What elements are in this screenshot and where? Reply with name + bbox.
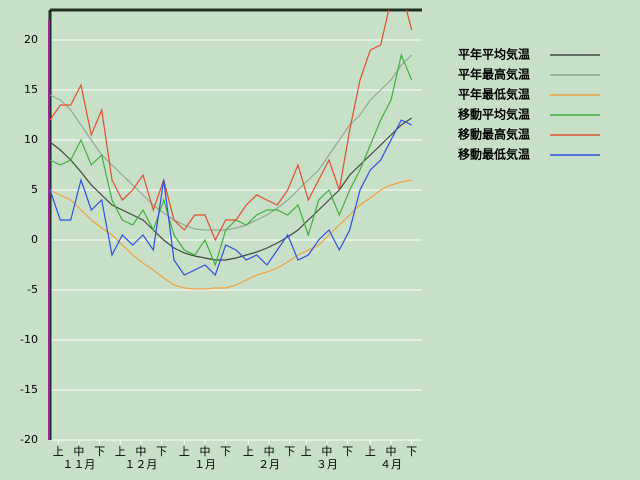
series-line — [50, 53, 413, 267]
legend-label: 平年最高気温 — [458, 67, 530, 82]
plot-area — [50, 10, 413, 290]
legend-label: 平年平均気温 — [458, 47, 530, 62]
series-line — [50, 119, 412, 277]
y-tick-label: -5 — [27, 283, 38, 296]
legend-label: 平年最低気温 — [458, 87, 530, 102]
x-tick-label: 上 — [115, 445, 126, 458]
x-tick-label: 下 — [220, 445, 231, 458]
y-tick-label: 20 — [24, 33, 38, 46]
x-tick-label: 上 — [301, 445, 312, 458]
y-tick-label: 5 — [31, 183, 38, 196]
x-tick-label: 上 — [53, 445, 64, 458]
month-label: １２月 — [124, 458, 157, 471]
x-tick-label: 中 — [264, 445, 275, 458]
x-tick-label: 中 — [386, 445, 397, 458]
y-tick-label: 15 — [24, 83, 38, 96]
x-tick-label: 中 — [135, 445, 146, 458]
series-line — [50, 10, 413, 242]
x-tick-label: 上 — [243, 445, 254, 458]
month-label: ２月 — [258, 458, 280, 471]
y-tick-label: -20 — [20, 433, 38, 446]
series-line — [50, 117, 413, 261]
x-tick-label: 上 — [365, 445, 376, 458]
month-label: １月 — [194, 458, 216, 471]
x-tick-label: 中 — [73, 445, 84, 458]
x-tick-label: 下 — [406, 445, 417, 458]
x-tick-label: 下 — [342, 445, 353, 458]
legend-label: 移動最高気温 — [458, 127, 530, 142]
y-tick-label: 10 — [24, 133, 38, 146]
y-tick-label: 0 — [31, 233, 38, 246]
y-tick-label: -15 — [20, 383, 38, 396]
x-tick-label: 中 — [321, 445, 332, 458]
series-line — [50, 179, 412, 290]
y-tick-label: -10 — [20, 333, 38, 346]
month-label: ３月 — [316, 458, 338, 471]
series-line — [50, 54, 413, 231]
month-label: １１月 — [62, 458, 95, 471]
x-tick-label: 下 — [156, 445, 167, 458]
x-tick-label: 上 — [179, 445, 190, 458]
legend-label: 移動平均気温 — [458, 107, 530, 122]
x-tick-label: 下 — [284, 445, 295, 458]
x-tick-label: 中 — [200, 445, 211, 458]
month-label: ４月 — [380, 458, 402, 471]
legend-label: 移動最低気温 — [458, 147, 530, 162]
x-tick-label: 下 — [94, 445, 105, 458]
